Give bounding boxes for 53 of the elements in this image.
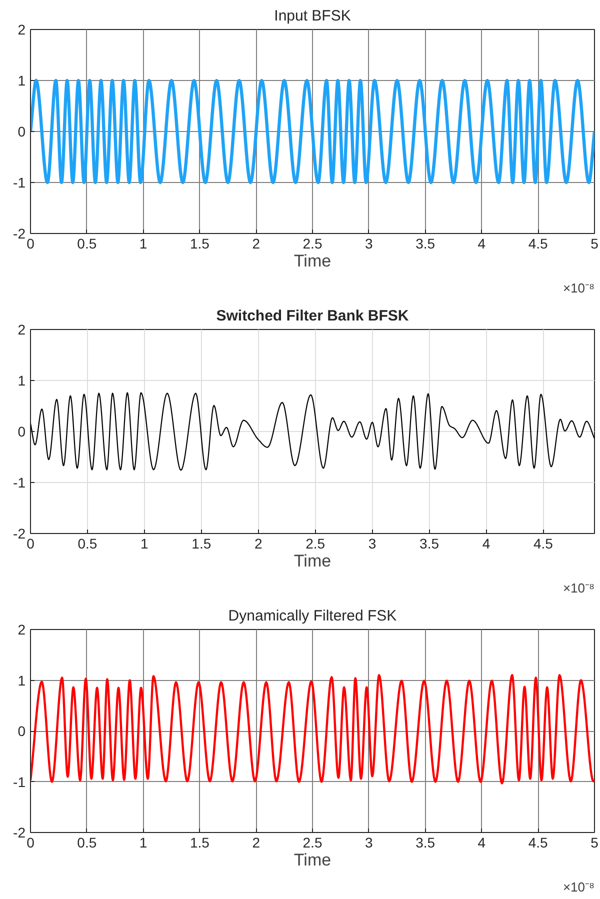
x-tick-label: 3.5 [416,236,436,252]
y-tick-label: 1 [18,372,26,388]
x-tick-label: 2.5 [302,236,322,252]
y-tick-label: 2 [18,22,26,38]
text: ×10⁻⁸ [562,880,595,894]
x-tick-label: 3 [365,834,374,850]
y-tick-label: -2 [13,226,26,242]
x-axis-title: Time [294,850,332,870]
chart-title: Input BFSK [274,8,351,24]
y-tick-label: 1 [18,72,26,88]
x-tick-label: 3 [365,236,374,252]
text: ×10⁻⁸ [562,580,595,596]
y-tick-label: 0 [18,124,26,140]
x-tick-label: 0.5 [77,236,97,252]
x-tick-label: 2.5 [302,834,322,850]
y-tick-label: -1 [13,174,26,190]
y-tick-label: 1 [18,672,26,688]
y-tick-label: 0 [18,723,26,739]
x-tick-label: 1.5 [190,834,210,850]
x-tick-label: 1 [139,236,148,252]
y-tick-label: 2 [18,322,26,338]
x-axis-title: Time [294,252,332,270]
x-tick-label: 3.5 [416,834,436,850]
x-tick-label: 1.5 [192,536,212,552]
x-tick-label: 4 [482,536,490,552]
x-tick-label: 0.5 [78,536,98,552]
x-tick-label: 4.5 [528,236,548,252]
y-tick-label: -1 [13,774,26,790]
x-tick-label: 3 [368,536,376,552]
y-tick-label: -2 [13,526,26,542]
x-tick-label: 4.5 [533,536,554,552]
x-tick-label: 4.5 [528,834,548,850]
y-tick-label: -2 [13,824,26,840]
x-tick-label: 1 [140,536,149,552]
chart-title: Switched Filter Bank BFSK [216,308,409,324]
x-tick-label: 5 [590,236,599,252]
x-axis-title: Time [294,552,332,570]
x-tick-label: 2.5 [306,536,326,552]
x-tick-label: 2 [252,236,260,252]
y-tick-label: 2 [18,622,26,638]
y-tick-label: 0 [18,424,26,440]
x-tick-label: 2 [254,536,262,552]
x-tick-label: 2 [252,834,260,850]
x-tick-label: 4 [478,834,486,850]
x-tick-label: 1.5 [190,236,210,252]
x-tick-label: 3.5 [420,536,440,552]
chart-title: Dynamically Filtered FSK [228,608,397,624]
x-tick-label: 1 [139,834,148,850]
text: ×10⁻⁸ [562,280,595,296]
x-tick-label: 5 [590,834,599,850]
y-tick-label: -1 [13,474,26,490]
x-tick-label: 0.5 [77,834,97,850]
x-tick-label: 4 [478,236,486,252]
